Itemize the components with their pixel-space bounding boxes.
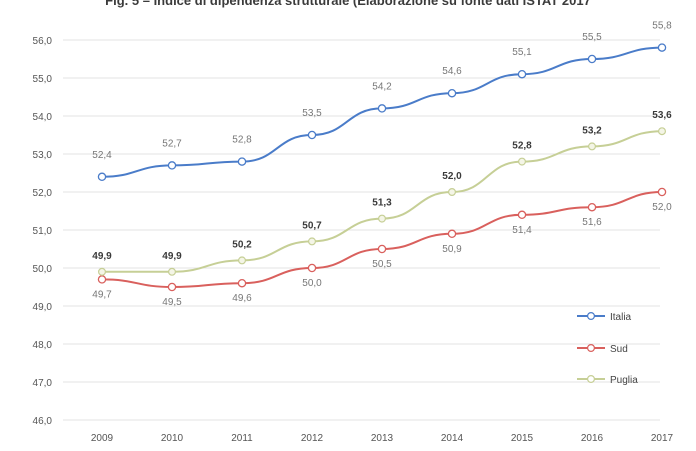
y-tick-label: 49,0 bbox=[33, 302, 53, 313]
data-label-puglia: 50,2 bbox=[232, 239, 252, 250]
x-tick-label: 2011 bbox=[231, 433, 253, 444]
data-label-puglia: 53,6 bbox=[652, 110, 672, 121]
data-label-puglia: 49,9 bbox=[162, 251, 182, 262]
data-point-sud bbox=[587, 202, 597, 212]
y-tick-label: 48,0 bbox=[33, 340, 53, 351]
data-point-italia bbox=[517, 69, 527, 79]
y-tick-label: 47,0 bbox=[33, 378, 53, 389]
data-label-sud: 51,6 bbox=[582, 217, 602, 228]
x-tick-label: 2017 bbox=[651, 433, 674, 444]
data-label-italia: 53,5 bbox=[302, 108, 322, 119]
data-point-puglia bbox=[168, 267, 177, 276]
data-point-puglia bbox=[657, 127, 666, 136]
data-label-sud: 49,5 bbox=[162, 297, 182, 308]
y-tick-label: 54,0 bbox=[33, 112, 53, 123]
legend-label-sud: Sud bbox=[610, 344, 628, 355]
data-point-sud bbox=[377, 244, 387, 254]
data-label-puglia: 51,3 bbox=[372, 198, 392, 209]
legend-marker-italia bbox=[586, 312, 595, 321]
data-point-sud bbox=[307, 263, 317, 273]
data-label-italia: 55,5 bbox=[582, 32, 602, 43]
gridlines bbox=[63, 39, 660, 421]
data-point-italia bbox=[167, 161, 177, 170]
x-tick-label: 2014 bbox=[441, 433, 464, 444]
data-label-puglia: 52,8 bbox=[512, 141, 532, 152]
data-label-puglia: 49,9 bbox=[92, 251, 112, 262]
legend: Italia Sud Puglia bbox=[577, 312, 638, 386]
x-tick-label: 2010 bbox=[161, 433, 184, 444]
data-point-puglia bbox=[448, 188, 457, 197]
x-axis: 2009 2010 2011 2012 2013 2014 2015 2016 2017 bbox=[91, 433, 674, 444]
data-point-italia bbox=[657, 43, 667, 52]
data-label-puglia: 50,7 bbox=[302, 220, 322, 231]
legend-label-italia: Italia bbox=[610, 312, 632, 323]
data-label-italia: 55,1 bbox=[512, 47, 532, 58]
y-tick-label: 51,0 bbox=[33, 226, 53, 237]
data-label-italia: 52,7 bbox=[162, 138, 182, 149]
x-tick-label: 2012 bbox=[301, 433, 324, 444]
data-point-sud bbox=[517, 210, 527, 220]
data-point-italia bbox=[447, 88, 457, 98]
x-tick-label: 2009 bbox=[91, 433, 114, 444]
y-tick-label: 50,0 bbox=[33, 264, 53, 275]
data-point-italia bbox=[237, 157, 247, 166]
y-tick-label: 56,0 bbox=[33, 36, 53, 47]
data-label-italia: 52,4 bbox=[92, 150, 112, 161]
legend-marker-sud bbox=[586, 344, 595, 353]
data-label-italia: 52,8 bbox=[232, 135, 252, 146]
x-tick-label: 2015 bbox=[511, 433, 534, 444]
data-label-sud: 49,6 bbox=[232, 293, 252, 304]
data-point-puglia bbox=[97, 267, 106, 276]
data-point-sud bbox=[167, 282, 177, 292]
data-label-puglia: 53,2 bbox=[582, 125, 602, 136]
y-tick-label: 55,0 bbox=[33, 74, 53, 85]
chart-title: Fig. 5 – Indice di dipendenza struttural… bbox=[105, 0, 591, 8]
y-tick-label: 52,0 bbox=[33, 188, 53, 199]
data-point-puglia bbox=[378, 214, 387, 223]
data-point-puglia bbox=[238, 256, 247, 265]
data-label-italia: 54,2 bbox=[372, 81, 392, 92]
legend-marker-puglia bbox=[586, 375, 595, 384]
data-label-italia: 54,6 bbox=[442, 66, 462, 77]
data-point-sud bbox=[447, 229, 457, 239]
data-point-puglia bbox=[308, 237, 317, 246]
data-label-sud: 52,0 bbox=[652, 202, 672, 213]
data-point-puglia bbox=[517, 157, 526, 166]
data-label-sud: 51,4 bbox=[512, 225, 532, 236]
data-point-italia bbox=[587, 54, 597, 64]
data-label-sud: 50,5 bbox=[372, 259, 392, 270]
data-point-sud bbox=[237, 278, 247, 288]
data-point-italia bbox=[307, 130, 317, 140]
y-axis: 46,0 47,0 48,0 49,0 50,0 51,0 52,0 53,0 54,0 55,0… bbox=[33, 36, 53, 427]
data-label-puglia: 52,0 bbox=[442, 171, 462, 182]
data-point-sud bbox=[97, 275, 107, 284]
data-point-puglia bbox=[587, 142, 596, 151]
y-tick-label: 46,0 bbox=[33, 416, 53, 427]
y-tick-label: 53,0 bbox=[33, 150, 53, 161]
data-point-italia bbox=[377, 104, 387, 113]
series-lines bbox=[97, 43, 667, 292]
data-label-sud: 50,9 bbox=[442, 244, 462, 255]
legend-label-puglia: Puglia bbox=[610, 375, 638, 386]
x-tick-label: 2016 bbox=[581, 433, 604, 444]
data-label-italia: 55,8 bbox=[652, 21, 672, 32]
data-point-italia bbox=[97, 172, 107, 182]
x-tick-label: 2013 bbox=[371, 433, 394, 444]
data-labels: 52,4 52,7 52,8 53,5 54,2 54,6 55,1 55,5 55,8 49,7… bbox=[92, 21, 672, 308]
data-label-sud: 50,0 bbox=[302, 278, 322, 289]
data-label-sud: 49,7 bbox=[92, 289, 112, 300]
data-point-sud bbox=[657, 187, 667, 197]
